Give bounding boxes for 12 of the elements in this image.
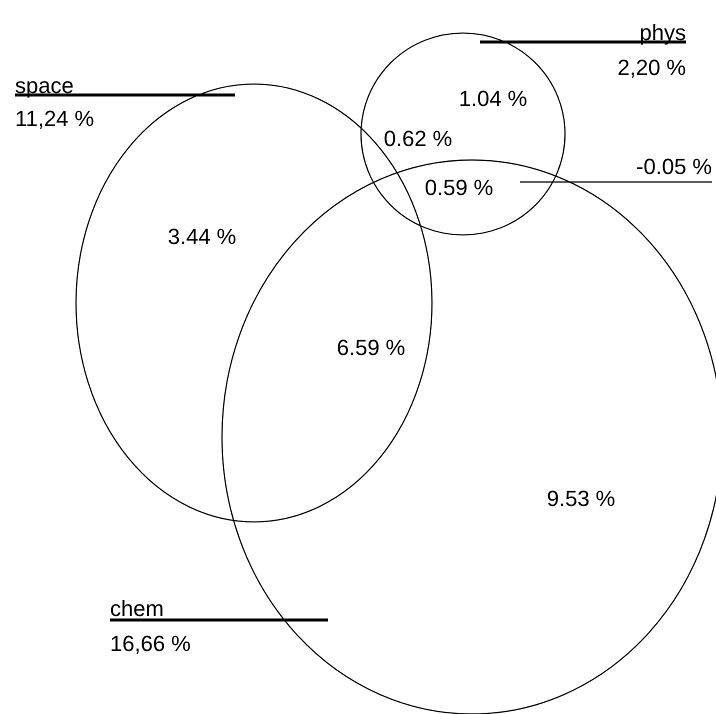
text: 1.04 % (458, 86, 528, 111)
text: 0.62 % (384, 126, 452, 151)
category-label: space (15, 73, 74, 98)
text: 6.59 % (336, 335, 406, 360)
text: -0.05 % (636, 154, 712, 179)
data-label: 16,66 % (110, 631, 191, 656)
data-label: 2,20 % (618, 55, 686, 80)
text: 0.59 % (424, 175, 494, 200)
data-label: 11,24 % (15, 106, 94, 131)
text: 3.44 % (168, 224, 236, 249)
text: 9.53 % (546, 486, 616, 511)
category-label: chem (110, 596, 164, 621)
